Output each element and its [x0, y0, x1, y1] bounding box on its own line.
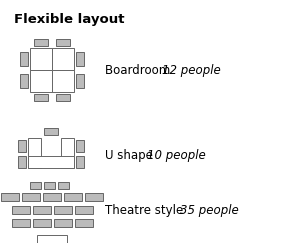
- Bar: [54, 219, 72, 227]
- Text: 10 people: 10 people: [147, 148, 206, 162]
- Bar: [34, 39, 48, 46]
- Bar: [30, 48, 52, 70]
- Bar: [22, 193, 40, 201]
- Bar: [56, 94, 70, 101]
- Bar: [44, 128, 58, 135]
- Text: U shape: U shape: [105, 148, 157, 162]
- Bar: [30, 182, 41, 189]
- Bar: [56, 39, 70, 46]
- Bar: [12, 219, 30, 227]
- Bar: [76, 74, 84, 88]
- Bar: [75, 219, 93, 227]
- Bar: [18, 156, 26, 168]
- Bar: [28, 138, 41, 168]
- Bar: [34, 94, 48, 101]
- Bar: [20, 74, 28, 88]
- Text: Boardroom: Boardroom: [105, 63, 174, 77]
- Bar: [37, 235, 67, 243]
- Bar: [52, 48, 74, 70]
- Bar: [85, 193, 103, 201]
- Bar: [64, 193, 82, 201]
- Text: Theatre style: Theatre style: [105, 203, 187, 217]
- Bar: [58, 182, 69, 189]
- Bar: [52, 70, 74, 92]
- Bar: [20, 52, 28, 66]
- Bar: [12, 206, 30, 214]
- Bar: [30, 70, 52, 92]
- Text: Flexible layout: Flexible layout: [14, 13, 124, 26]
- Bar: [76, 52, 84, 66]
- Bar: [43, 193, 61, 201]
- Bar: [18, 140, 26, 152]
- Bar: [54, 206, 72, 214]
- Bar: [76, 140, 84, 152]
- Bar: [33, 219, 51, 227]
- Bar: [75, 206, 93, 214]
- Bar: [33, 206, 51, 214]
- Bar: [1, 193, 19, 201]
- Bar: [28, 156, 74, 168]
- Text: 12 people: 12 people: [162, 63, 221, 77]
- Bar: [44, 182, 55, 189]
- Bar: [61, 138, 74, 168]
- Bar: [76, 156, 84, 168]
- Text: 35 people: 35 people: [180, 203, 239, 217]
